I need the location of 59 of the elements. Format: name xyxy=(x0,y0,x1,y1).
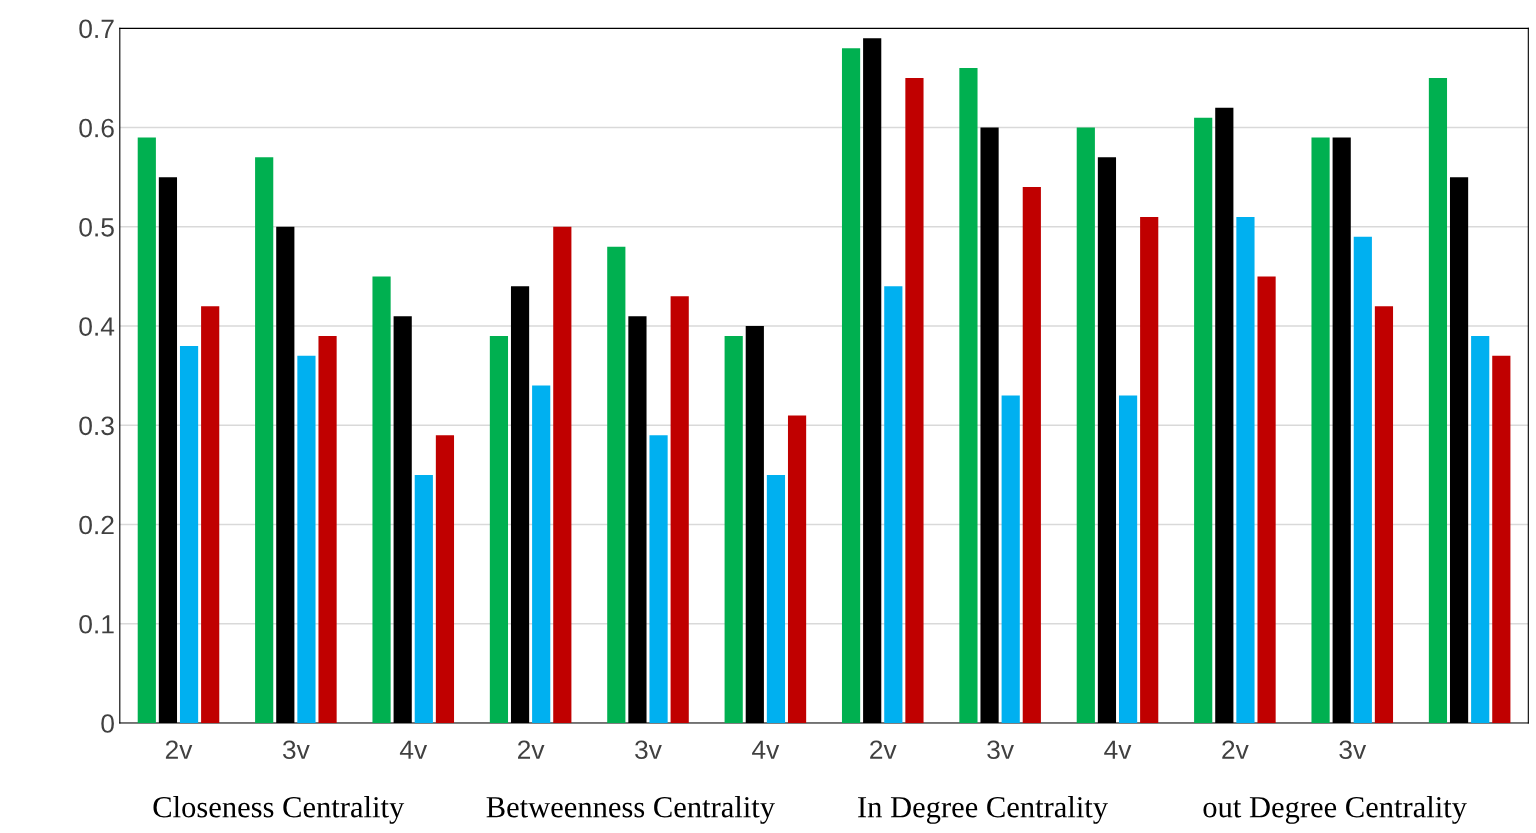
bar xyxy=(435,435,455,724)
x-tick-label: 2v xyxy=(870,740,897,759)
text: In Degree Centrality xyxy=(858,795,1108,824)
bar xyxy=(959,68,978,724)
y-tick-label: 0.7 xyxy=(79,19,114,39)
bar xyxy=(1492,355,1511,724)
y-tick-label: 0.5 xyxy=(79,217,114,237)
bar xyxy=(1257,276,1276,724)
bar xyxy=(1076,127,1095,724)
x-tick-label: 2v xyxy=(518,740,545,759)
bar xyxy=(297,355,316,724)
bar xyxy=(372,276,391,724)
bar xyxy=(1022,187,1041,724)
x-tick-label: 3v xyxy=(987,740,1014,760)
x-tick-label: 4v xyxy=(399,740,428,759)
bar xyxy=(787,415,807,724)
bar xyxy=(255,157,274,724)
text: out Degree Centrality xyxy=(1203,795,1467,824)
bar xyxy=(670,296,689,724)
x-tick-label: 3v xyxy=(282,740,310,760)
bar xyxy=(884,286,903,724)
bar xyxy=(841,48,861,724)
x-tick-label: 4v xyxy=(752,740,780,759)
bar xyxy=(1471,335,1490,724)
bar xyxy=(1428,77,1448,724)
bar xyxy=(1353,236,1372,724)
bar xyxy=(553,226,572,724)
bar xyxy=(1140,216,1159,724)
x-tick-label: 3v xyxy=(1339,740,1367,760)
text: Betweenness Centrality xyxy=(486,795,775,824)
bar xyxy=(414,474,433,724)
y-tick-label: 0.6 xyxy=(79,118,114,138)
bar xyxy=(1118,395,1138,724)
y-tick-label: 0 xyxy=(101,714,114,733)
bar xyxy=(179,345,199,724)
bar xyxy=(649,435,668,724)
x-tick-label: 4v xyxy=(1104,740,1132,759)
x-tick-label: 2v xyxy=(1222,740,1249,759)
y-tick-label: 0.1 xyxy=(79,614,114,634)
bar xyxy=(318,335,337,724)
bar xyxy=(137,137,156,724)
bar xyxy=(1311,137,1330,724)
bar xyxy=(201,306,220,724)
bar xyxy=(905,77,924,724)
bar xyxy=(1236,216,1255,724)
x-tick-label: 3v xyxy=(635,740,662,760)
x-tick-label: 2v xyxy=(165,740,193,759)
y-tick-label: 0.2 xyxy=(79,515,114,535)
bar xyxy=(766,474,786,724)
text: Closeness Centrality xyxy=(153,795,405,824)
bar xyxy=(1194,117,1213,724)
bar xyxy=(1001,395,1020,724)
bar xyxy=(607,246,626,724)
y-tick-label: 0.4 xyxy=(79,317,115,336)
bar xyxy=(532,385,551,724)
y-tick-label: 0.3 xyxy=(79,416,114,436)
bar xyxy=(489,335,509,724)
bar xyxy=(1374,306,1394,724)
bar xyxy=(724,335,743,724)
